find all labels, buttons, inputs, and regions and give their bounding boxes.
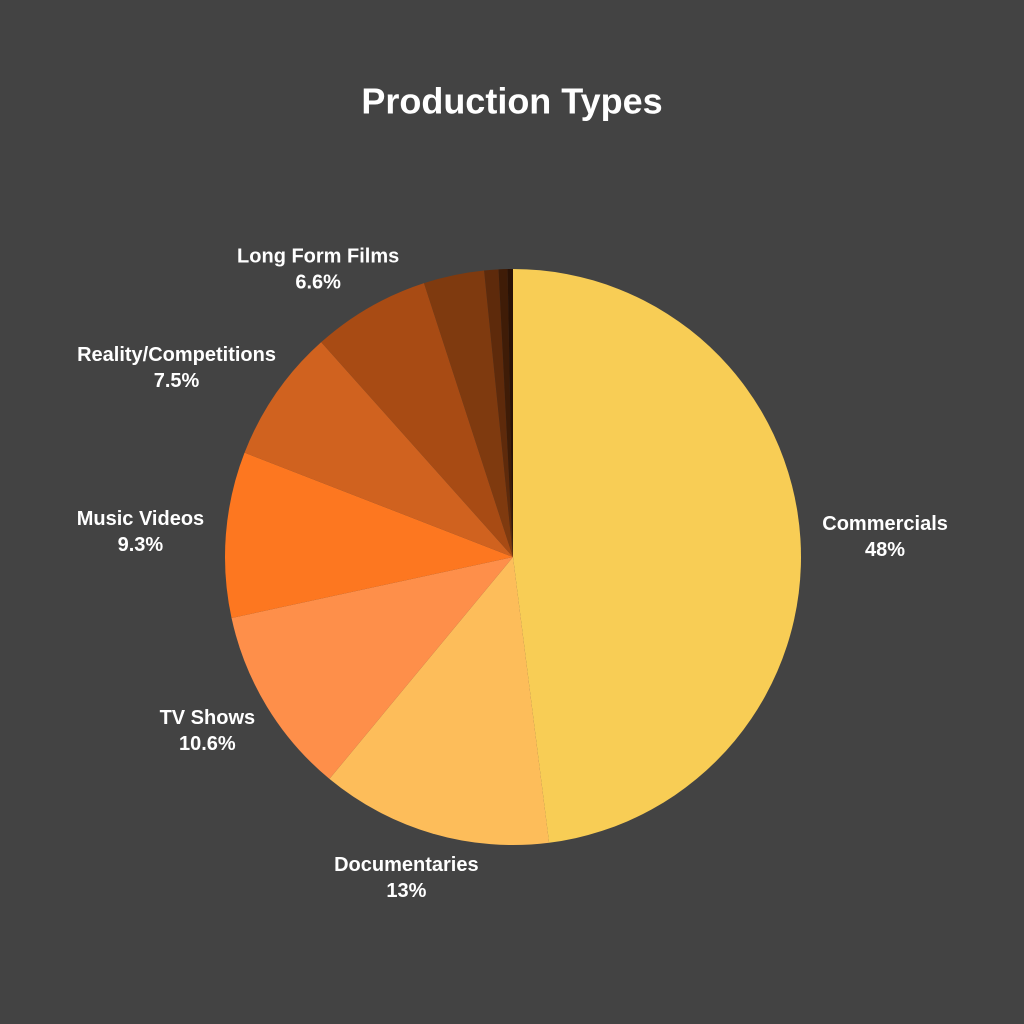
slice-label: Reality/Competitions 7.5% <box>77 344 276 392</box>
slice-category: TV Shows <box>160 707 256 729</box>
pie-slice <box>484 269 513 557</box>
slice-value: 10.6% <box>179 733 236 755</box>
slice-category: Commercials <box>822 513 948 535</box>
pie-slice <box>244 342 513 557</box>
pie-slice <box>224 452 513 619</box>
slice-value: 7.5% <box>154 370 200 392</box>
slice-category: Music Videos <box>77 508 204 530</box>
chart-title: Production Types <box>361 81 662 122</box>
pie-slice <box>498 269 513 557</box>
pie-slice <box>231 557 513 779</box>
slice-label: TV Shows 10.6% <box>160 707 256 755</box>
slice-value: 48% <box>865 539 905 561</box>
slice-label: Music Videos 9.3% <box>77 508 204 556</box>
pie-slice <box>424 270 513 557</box>
slice-category: Long Form Films <box>237 245 399 267</box>
pie-slice <box>507 269 513 557</box>
pie-slice <box>513 269 802 843</box>
slice-category: Documentaries <box>334 854 479 876</box>
slice-value: 9.3% <box>118 534 164 556</box>
pie-slice <box>321 283 513 557</box>
slice-label: Documentaries 13% <box>334 854 479 902</box>
slice-label: Long Form Films 6.6% <box>237 245 399 293</box>
slice-value: 6.6% <box>295 271 341 293</box>
pie-slice <box>329 557 550 845</box>
slice-category: Reality/Competitions <box>77 344 276 366</box>
slice-label: Commercials 48% <box>822 513 948 561</box>
slice-value: 13% <box>386 880 426 902</box>
